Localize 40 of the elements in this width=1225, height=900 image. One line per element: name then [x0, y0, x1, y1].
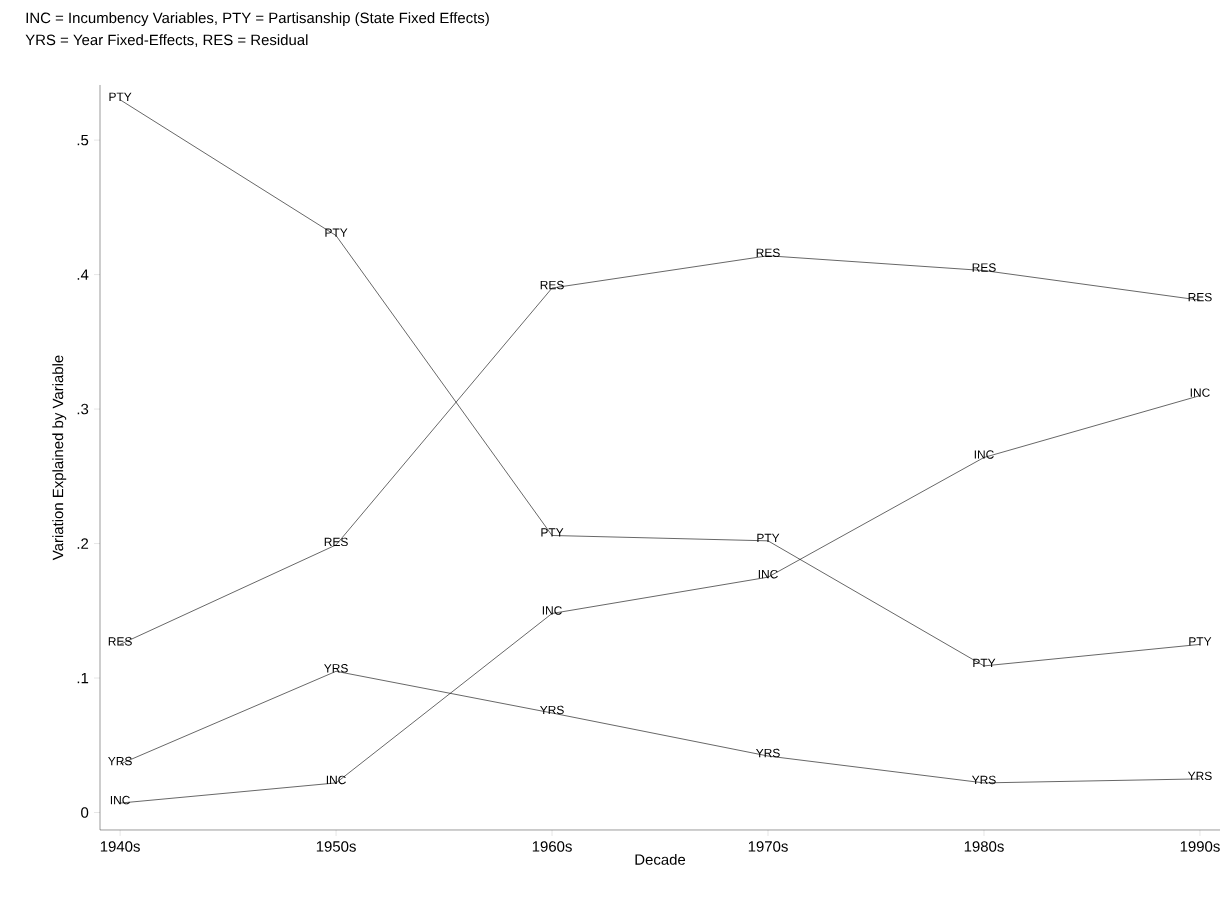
text: INC: [542, 606, 562, 615]
chart-subtitle: YRS = Year Fixed-Effects, RES = Residual: [25, 34, 308, 47]
text: INC: [326, 775, 346, 785]
y-tick-label: .5: [77, 134, 89, 146]
text: RES: [540, 280, 564, 290]
text: YRS: [540, 705, 564, 715]
text: INC: [1190, 388, 1210, 397]
series-label: YRS: [755, 748, 780, 758]
y-axis-title: Variation Explained by Variable: [52, 355, 67, 561]
text: YRS: [971, 775, 996, 785]
x-tick-label: 1990s: [1180, 841, 1220, 852]
x-tick-label: 1950s: [316, 841, 356, 852]
text: RES: [108, 637, 132, 646]
series-label: PTY: [1189, 637, 1212, 646]
text: INC: [758, 569, 778, 579]
text: RES: [756, 248, 780, 257]
x-axis-title: Decade: [635, 853, 686, 865]
y-tick-label: .4: [77, 269, 89, 280]
text: INC: [110, 795, 130, 805]
chart-title: INC = Incumbency Variables, PTY = Partisanship (State Fixed Effects): [26, 12, 489, 27]
text: PTY: [109, 92, 132, 101]
y-tick-label: .2: [77, 538, 89, 549]
text: PTY: [325, 228, 348, 237]
text: PTY: [541, 528, 564, 537]
series-label: INC: [974, 450, 994, 459]
text: PTY: [973, 658, 996, 668]
x-tick-label: 1940s: [100, 841, 140, 852]
x-tick-label: 1970s: [748, 841, 788, 852]
text: YRS: [1187, 771, 1212, 781]
y-tick-label: .1: [77, 672, 89, 684]
y-tick-label: 0: [81, 807, 89, 818]
x-tick-label: 1980s: [964, 841, 1004, 852]
text: RES: [324, 537, 348, 547]
text: RES: [1188, 292, 1212, 302]
text: YRS: [324, 664, 348, 673]
text: YRS: [108, 756, 132, 766]
series-label: RES: [972, 263, 996, 272]
text: PTY: [757, 533, 780, 542]
x-tick-label: 1960s: [532, 841, 572, 852]
y-tick-label: .3: [77, 403, 89, 415]
